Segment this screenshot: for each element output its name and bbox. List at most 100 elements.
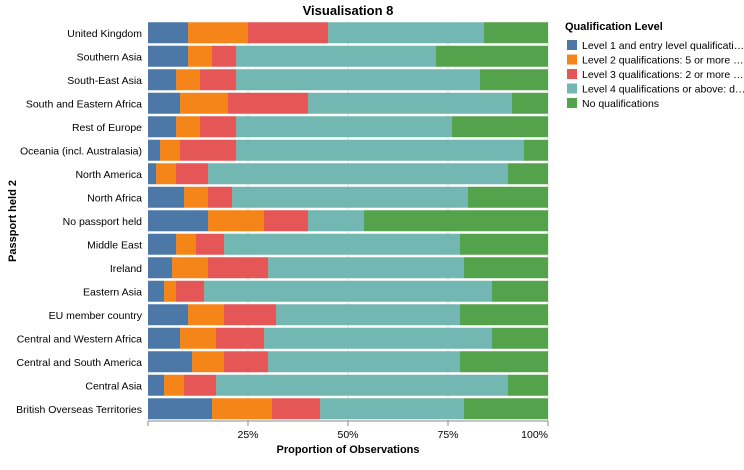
bar-segment — [148, 210, 208, 232]
bar-segment — [188, 304, 224, 326]
bar-segment — [228, 92, 308, 114]
bars — [148, 22, 548, 420]
category-labels: United Kingdom Southern Asia South-East As… — [16, 28, 143, 416]
bar-segment — [236, 116, 452, 138]
bar-segment — [232, 186, 468, 208]
bar-segment — [172, 257, 208, 279]
x-tick-label: 25% — [237, 429, 258, 441]
bar-segment — [308, 210, 364, 232]
chart-title: Visualisation 8 — [303, 3, 394, 18]
bar-segment — [492, 280, 548, 302]
bar-segment — [148, 45, 188, 67]
bar-segment — [176, 163, 208, 185]
x-tick-label: 50% — [337, 429, 358, 441]
bar-segment — [148, 304, 188, 326]
bar-segment — [176, 116, 200, 138]
bar-segment — [460, 233, 548, 255]
bar-segment — [148, 92, 180, 114]
category-label: Rest of Europe — [72, 122, 142, 134]
bar-segment — [328, 22, 484, 44]
bar-segment — [148, 116, 176, 138]
bar-segment — [180, 92, 228, 114]
bar-segment — [160, 139, 180, 161]
bar-segment — [148, 257, 172, 279]
bar-segment — [460, 351, 548, 373]
bar-segment — [268, 351, 460, 373]
bar-segment — [180, 327, 216, 349]
bar-segment — [148, 186, 184, 208]
category-label: Central Asia — [85, 380, 142, 392]
bar-segment — [224, 351, 268, 373]
bar-segment — [196, 233, 224, 255]
bar-segment — [208, 163, 508, 185]
legend-label: No qualifications — [582, 98, 659, 110]
bar-segment — [224, 304, 276, 326]
bar-segment — [508, 163, 548, 185]
category-label: Southern Asia — [77, 51, 143, 63]
category-label: Central and Western Africa — [17, 333, 142, 345]
bar-segment — [176, 69, 200, 91]
category-label: South-East Asia — [67, 75, 142, 87]
category-label: Ireland — [110, 263, 142, 275]
bar-segment — [148, 22, 188, 44]
bar-segment — [460, 304, 548, 326]
bar-segment — [480, 69, 548, 91]
category-label: British Overseas Territories — [16, 404, 142, 416]
x-tick-label: 75% — [437, 429, 458, 441]
category-label: Oceania (incl. Australasia) — [20, 145, 142, 157]
legend-swatch — [567, 98, 577, 108]
bar-segment — [308, 92, 512, 114]
bar-segment — [188, 22, 248, 44]
legend-label: Level 4 qualifications or above: d… — [582, 84, 744, 96]
bar-segment — [148, 374, 164, 396]
category-label: Eastern Asia — [83, 286, 142, 298]
x-tick-labels: 25% 50% 75% 100% — [147, 421, 549, 441]
bar-segment — [524, 139, 548, 161]
bar-segment — [148, 327, 180, 349]
category-label: United Kingdom — [67, 28, 142, 40]
legend-label: Level 2 qualifications: 5 or more … — [582, 55, 744, 67]
bar-segment — [148, 139, 160, 161]
legend-swatch — [567, 40, 577, 50]
bar-segment — [236, 139, 524, 161]
bar-segment — [512, 92, 548, 114]
bar-segment — [452, 116, 548, 138]
bar-segment — [464, 398, 548, 420]
legend-title: Qualification Level — [565, 21, 663, 33]
bar-segment — [484, 22, 548, 44]
bar-segment — [508, 374, 548, 396]
category-label: North America — [75, 169, 142, 181]
bar-segment — [180, 139, 236, 161]
bar-segment — [200, 69, 236, 91]
bar-segment — [176, 280, 204, 302]
bar-segment — [184, 374, 216, 396]
bar-segment — [148, 69, 176, 91]
bar-segment — [272, 398, 320, 420]
bar-segment — [276, 304, 460, 326]
bar-segment — [204, 280, 492, 302]
bar-segment — [208, 210, 264, 232]
bar-segment — [148, 163, 156, 185]
bar-segment — [212, 45, 236, 67]
legend-items: Level 1 and entry level qualificati… Leve… — [567, 40, 744, 110]
legend-label: Level 3 qualifications: 2 or more … — [582, 69, 744, 81]
bar-segment — [436, 45, 548, 67]
bar-segment — [264, 327, 492, 349]
bar-segment — [236, 45, 436, 67]
bar-segment — [148, 280, 164, 302]
bar-segment — [216, 374, 508, 396]
bar-segment — [192, 351, 224, 373]
bar-segment — [248, 22, 328, 44]
bar-segment — [268, 257, 464, 279]
category-label: Middle East — [87, 239, 142, 251]
bar-segment — [364, 210, 548, 232]
bar-segment — [212, 398, 272, 420]
bar-segment — [492, 327, 548, 349]
legend: Qualification Level Level 1 and entry le… — [565, 21, 744, 110]
legend-swatch — [567, 83, 577, 94]
bar-segment — [464, 257, 548, 279]
category-label: North Africa — [87, 192, 142, 204]
bar-segment — [148, 351, 192, 373]
